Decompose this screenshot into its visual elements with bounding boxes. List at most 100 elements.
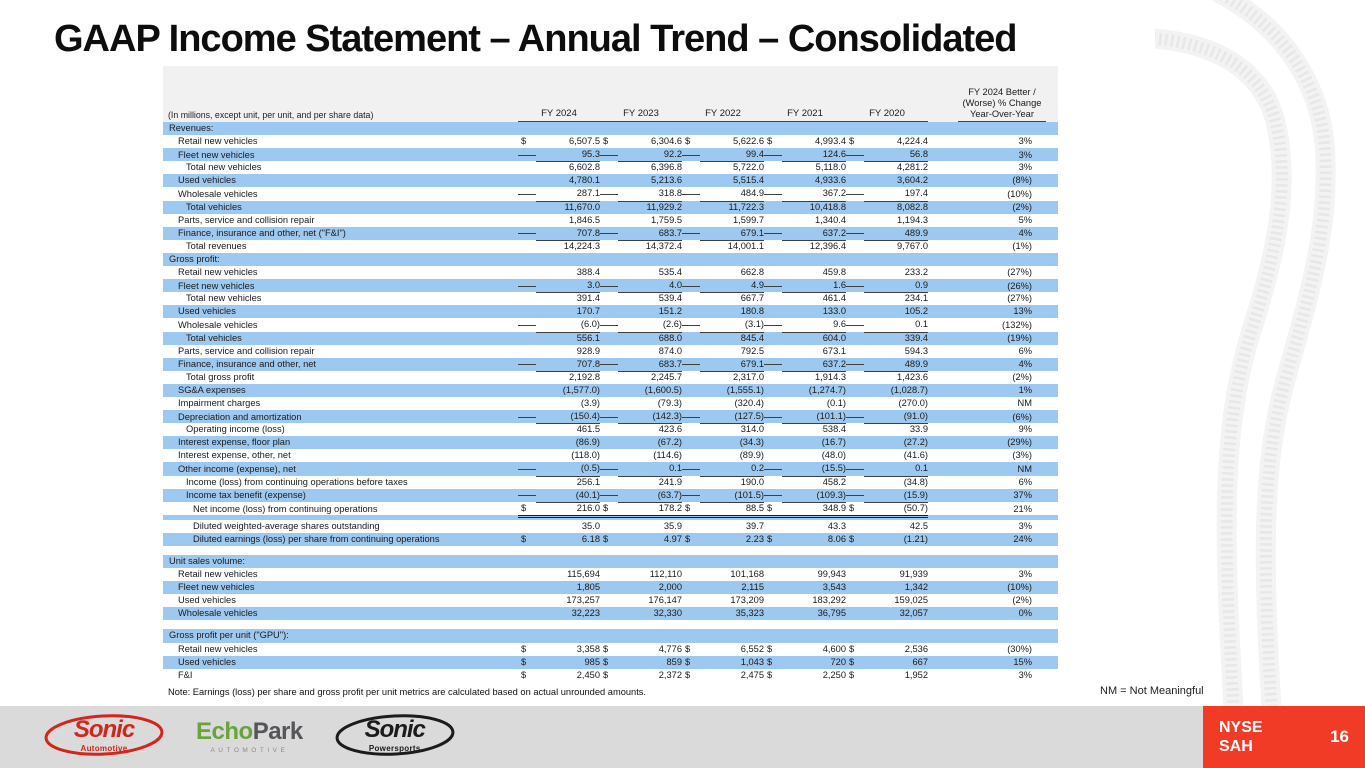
value-cell: 0.1 (618, 462, 682, 477)
value-cell: 4,281.2 (896, 162, 928, 173)
pct-change-cell: (19%) (1007, 332, 1032, 343)
row-label: Income (loss) from continuing operations… (186, 476, 408, 487)
value-cell: (16.7) (821, 437, 846, 448)
pct-change-cell: (2%) (1012, 371, 1032, 382)
dollar-sign: $ (767, 656, 773, 667)
value-cell: 4.97 (663, 533, 682, 544)
dollar-sign (600, 233, 618, 235)
dollar-sign (764, 285, 782, 287)
value-cell: 1,599.7 (732, 214, 764, 225)
value-cell: (63.7) (618, 489, 682, 503)
pct-change-cell: (27%) (1007, 293, 1032, 304)
value-cell: (86.9) (575, 437, 600, 448)
value-cell: 874.0 (658, 345, 682, 356)
pct-change-cell: 0% (1018, 608, 1032, 619)
dollar-sign: $ (521, 669, 527, 680)
value-cell: 234.1 (904, 293, 928, 304)
table-row: Parts, service and collision repair 928.9… (163, 345, 1058, 358)
row-label: Fleet new vehicles (178, 280, 255, 291)
dollar-sign (764, 324, 782, 326)
value-cell: 928.9 (576, 345, 600, 356)
dollar-sign (764, 154, 782, 156)
pct-change-cell: 21% (1013, 504, 1032, 515)
value-cell: 133.0 (822, 306, 846, 317)
value-cell: 14,224.3 (563, 240, 600, 251)
income-statement-table-rows: Revenues: Retail new vehicles $6,507.5 $6,3… (163, 122, 1058, 682)
value-cell: 318.8 (618, 187, 682, 202)
sonic-automotive-logo: Sonic Automotive (42, 713, 166, 761)
section-header-row: Gross profit per unit ("GPU"): (163, 629, 1058, 643)
value-cell: 1.6 (782, 279, 846, 294)
dollar-sign: $ (846, 502, 864, 518)
row-label: Operating income (loss) (186, 424, 285, 435)
value-cell: 5,118.0 (815, 162, 846, 173)
pct-change-cell: (10%) (1007, 188, 1032, 199)
value-cell: (67.2) (657, 437, 682, 448)
table-row: F&I $2,450 $2,372 $2,475 $2,250 $1,952 3% (163, 669, 1058, 682)
value-cell: 5,722.0 (732, 162, 764, 173)
row-label: Interest expense, floor plan (178, 437, 291, 448)
dollar-sign: $ (685, 669, 691, 680)
value-cell: 1,914.3 (814, 371, 846, 382)
row-label: Parts, service and collision repair (178, 345, 315, 356)
table-row: Operating income (loss) 461.5 423.6 314.0 53… (163, 423, 1058, 436)
value-cell: 124.6 (782, 148, 846, 163)
dollar-sign (764, 416, 782, 418)
value-cell: 459.8 (822, 267, 846, 278)
table-row: Depreciation and amortization (150.4) (142… (163, 410, 1058, 425)
value-cell: (15.5) (782, 462, 846, 477)
dollar-sign: $ (685, 656, 691, 667)
dollar-sign (518, 495, 536, 497)
sonic-oval-icon (44, 714, 164, 756)
value-cell: 14,372.4 (645, 240, 682, 251)
section-header-row: Revenues: (163, 122, 1058, 136)
value-cell: 9,767.0 (896, 240, 928, 251)
dollar-sign: $ (521, 136, 527, 147)
value-cell: 4,993.4 (814, 136, 846, 147)
pct-change-cell: (132%) (1002, 319, 1032, 330)
echopark-subtext: AUTOMOTIVE (210, 746, 289, 754)
value-cell: 1,043 (740, 656, 764, 667)
pct-change-cell: 9% (1018, 424, 1032, 435)
value-cell: 5,213.6 (650, 175, 682, 186)
value-cell: (1,577.0) (562, 384, 600, 395)
dollar-sign: $ (521, 643, 527, 654)
value-cell: 637.2 (782, 358, 846, 372)
nm-definition-note: NM = Not Meaningful (1100, 685, 1204, 697)
value-cell: 6,602.8 (568, 162, 600, 173)
value-cell: 535.4 (658, 267, 682, 278)
value-cell: 423.6 (658, 424, 682, 435)
dollar-sign (682, 324, 700, 326)
table-row: Wholesale vehicles 32,223 32,330 35,323 36,7… (163, 607, 1058, 621)
value-cell: 489.9 (864, 227, 928, 241)
ticker-exchange: NYSE (1219, 718, 1263, 736)
dollar-sign (682, 364, 700, 366)
value-cell: 1,846.5 (568, 214, 600, 225)
dollar-sign (846, 154, 864, 156)
dollar-sign (518, 154, 536, 156)
value-cell: 176,147 (648, 595, 682, 606)
value-cell: 2.23 (745, 533, 764, 544)
value-cell: 8.06 (827, 533, 846, 544)
pct-change-cell: 4% (1018, 359, 1032, 370)
pct-change-cell: 5% (1018, 214, 1032, 225)
value-cell: 859 (666, 656, 682, 667)
value-cell: (0.1) (826, 397, 846, 408)
row-label: Wholesale vehicles (178, 188, 258, 199)
dollar-sign (846, 194, 864, 196)
value-cell: 2,450 (576, 669, 600, 680)
row-label: Diluted weighted-average shares outstand… (193, 520, 380, 531)
pct-change-cell: (3%) (1012, 450, 1032, 461)
table-row: Finance, insurance and other, net ("F&I"… (163, 226, 1058, 241)
dollar-sign: $ (521, 656, 527, 667)
row-label: Income tax benefit (expense) (186, 490, 306, 501)
table-row: Diluted weighted-average shares outstand… (163, 520, 1058, 533)
value-cell: 33.9 (909, 424, 928, 435)
dollar-sign: $ (603, 136, 609, 147)
page-number: 16 (1330, 727, 1349, 746)
value-cell: 4.9 (700, 279, 764, 294)
dollar-sign (518, 468, 536, 470)
value-cell: 845.4 (740, 332, 764, 343)
pct-change-cell: 3% (1018, 669, 1032, 680)
pct-change-cell: 3% (1018, 149, 1032, 160)
